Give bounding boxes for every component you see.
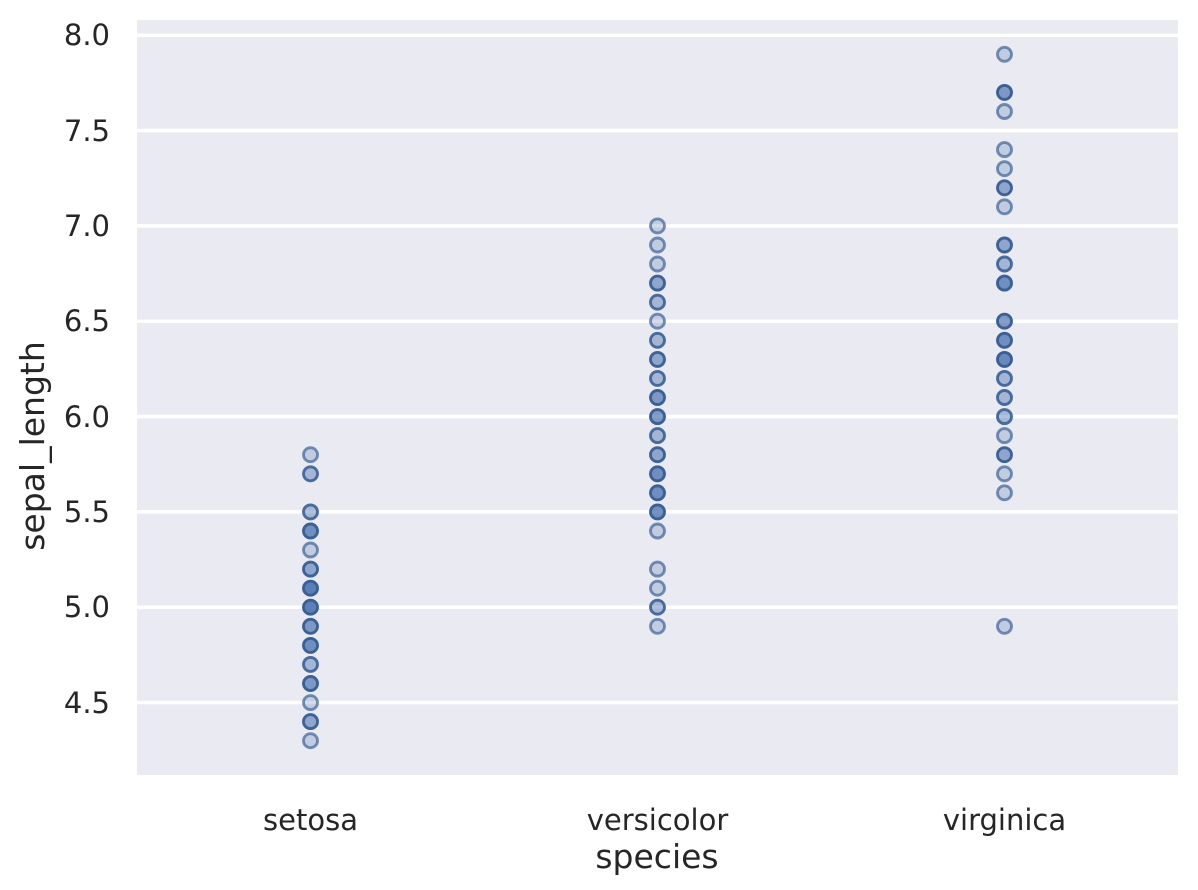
data-point <box>302 560 319 578</box>
data-point <box>996 617 1013 635</box>
data-point <box>996 427 1013 445</box>
data-point <box>649 255 666 273</box>
data-point <box>996 465 1013 483</box>
data-point <box>649 408 666 426</box>
x-tick-label: virginica <box>942 803 1067 837</box>
data-point <box>649 312 666 330</box>
data-point <box>649 427 666 445</box>
y-tick-label: 4.5 <box>63 685 110 720</box>
gridline <box>137 128 1178 133</box>
data-point <box>649 560 666 578</box>
data-point <box>649 274 666 292</box>
gridline <box>137 605 1178 609</box>
data-point <box>302 732 319 750</box>
y-tick-label: 7.5 <box>63 113 110 148</box>
data-point <box>996 369 1013 387</box>
data-point <box>996 198 1013 216</box>
plot-area <box>137 20 1178 775</box>
data-point <box>649 465 666 483</box>
gridline <box>137 224 1178 228</box>
data-point <box>996 446 1013 464</box>
x-tick-label: setosa <box>263 803 358 837</box>
gridline <box>137 33 1178 37</box>
data-point <box>302 579 319 597</box>
y-tick-label: 7.0 <box>63 208 110 243</box>
data-point <box>996 274 1013 292</box>
y-axis-tick-labels: 4.5 5.0 5.5 6.0 6.5 7.0 7.5 8.0 <box>0 0 110 890</box>
data-point <box>302 503 319 521</box>
plot-area-svg <box>137 33 1178 750</box>
data-point <box>649 598 666 616</box>
data-point <box>302 713 319 731</box>
data-point <box>649 236 666 254</box>
data-point <box>996 331 1013 349</box>
data-point <box>302 541 319 559</box>
data-point <box>649 503 666 521</box>
data-point <box>302 636 319 654</box>
data-point <box>649 331 666 349</box>
gridline <box>137 319 1178 323</box>
data-point <box>302 522 319 540</box>
data-point <box>996 160 1013 178</box>
data-point <box>996 408 1013 426</box>
data-point <box>996 389 1013 406</box>
data-point <box>649 369 666 387</box>
data-point <box>649 446 666 464</box>
data-point <box>996 350 1013 368</box>
data-point <box>996 83 1013 101</box>
data-point <box>302 446 319 464</box>
y-tick-label: 6.5 <box>63 304 110 339</box>
data-point <box>996 179 1013 197</box>
data-points <box>302 45 1013 750</box>
data-point <box>649 522 666 540</box>
x-tick-label: versicolor <box>586 803 729 837</box>
gridline <box>137 700 1178 705</box>
data-point <box>302 465 319 483</box>
y-axis-label: sepal_length <box>13 341 52 551</box>
data-point <box>649 484 666 502</box>
y-tick-label: 5.5 <box>63 494 110 529</box>
data-point <box>302 655 319 673</box>
data-point <box>302 694 319 712</box>
y-tick-label: 8.0 <box>63 18 110 53</box>
data-point <box>649 350 666 368</box>
data-point <box>996 255 1013 273</box>
data-point <box>996 103 1013 120</box>
data-point <box>996 484 1013 502</box>
data-point <box>649 389 666 406</box>
y-tick-label: 6.0 <box>63 399 110 434</box>
data-point <box>649 579 666 597</box>
data-point <box>302 617 319 635</box>
data-point <box>996 312 1013 330</box>
data-point <box>649 293 666 311</box>
y-tick-label: 5.0 <box>63 590 110 625</box>
data-point <box>302 598 319 616</box>
data-point <box>302 675 319 692</box>
data-point <box>996 236 1013 254</box>
data-point <box>649 217 666 235</box>
x-axis-label: species <box>595 837 719 876</box>
data-point <box>996 141 1013 159</box>
data-point <box>649 617 666 635</box>
data-point <box>996 45 1013 63</box>
